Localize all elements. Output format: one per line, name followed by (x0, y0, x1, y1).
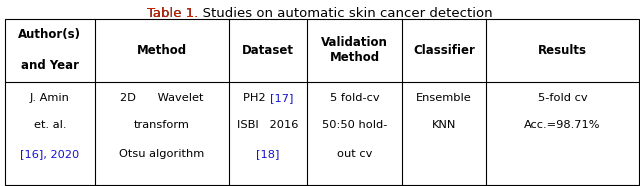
Text: out cv: out cv (337, 149, 372, 159)
Text: [18]: [18] (257, 149, 280, 159)
Text: PH2: PH2 (243, 93, 269, 103)
Text: Acc.=98.71%: Acc.=98.71% (524, 120, 601, 130)
Text: [17]: [17] (269, 93, 293, 103)
Text: Dataset: Dataset (242, 44, 294, 57)
Bar (5, 19, 639, 185)
Text: Classifier: Classifier (413, 44, 475, 57)
Text: J. Amin: J. Amin (30, 93, 70, 103)
Text: Otsu algorithm: Otsu algorithm (119, 149, 205, 159)
Text: Validation
Method: Validation Method (321, 36, 388, 65)
Text: Ensemble: Ensemble (416, 93, 472, 103)
Text: ISBI   2016: ISBI 2016 (237, 120, 299, 130)
Text: Results: Results (538, 44, 587, 57)
Text: Author(s)

and Year: Author(s) and Year (19, 28, 81, 72)
Text: 50:50 hold-: 50:50 hold- (322, 120, 387, 130)
Text: 5-fold cv: 5-fold cv (538, 93, 588, 103)
Text: [16], 2020: [16], 2020 (20, 149, 79, 159)
Text: 5 fold-cv: 5 fold-cv (330, 93, 380, 103)
Text: Table 1. Studies on automatic skin cancer detection: Table 1. Studies on automatic skin cance… (147, 7, 493, 20)
Text: et. al.: et. al. (34, 120, 66, 130)
Text: Table 1.: Table 1. (147, 7, 198, 20)
Text: 2D      Wavelet: 2D Wavelet (120, 93, 204, 103)
Text: Method: Method (137, 44, 187, 57)
Text: KNN: KNN (432, 120, 456, 130)
Text: transform: transform (134, 120, 190, 130)
